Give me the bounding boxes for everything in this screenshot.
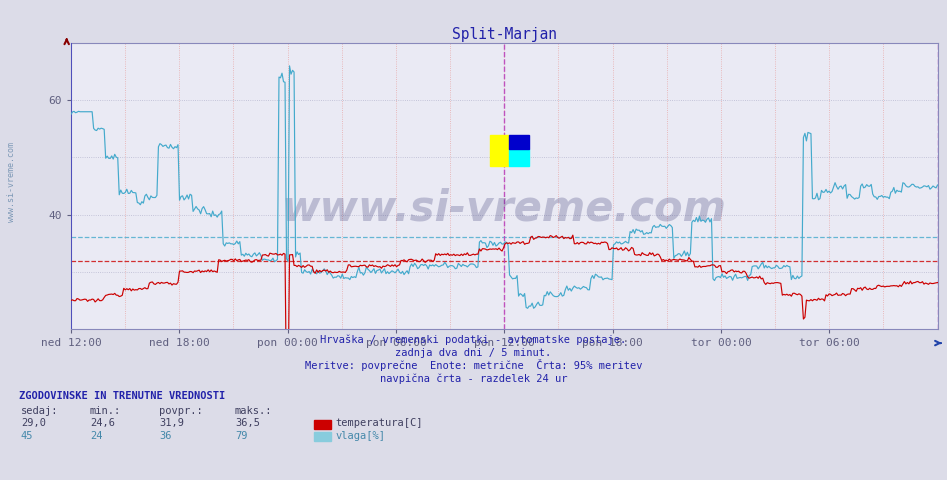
Text: 24: 24 (90, 431, 102, 441)
Bar (490, 134, 509, 166)
Text: Hrvaška / vremenski podatki - avtomatske postaje.: Hrvaška / vremenski podatki - avtomatske… (320, 335, 627, 345)
Text: navpična črta - razdelek 24 ur: navpična črta - razdelek 24 ur (380, 373, 567, 384)
Text: temperatura[C]: temperatura[C] (335, 418, 422, 428)
Text: vlaga[%]: vlaga[%] (335, 431, 385, 441)
Text: min.:: min.: (90, 406, 121, 416)
Text: sedaj:: sedaj: (21, 406, 59, 416)
Text: maks.:: maks.: (235, 406, 273, 416)
Title: Split-Marjan: Split-Marjan (452, 27, 557, 42)
Text: www.si-vreme.com: www.si-vreme.com (282, 188, 726, 230)
Text: zadnja dva dni / 5 minut.: zadnja dva dni / 5 minut. (396, 348, 551, 358)
Text: 79: 79 (235, 431, 247, 441)
Text: 29,0: 29,0 (21, 418, 45, 428)
Text: povpr.:: povpr.: (159, 406, 203, 416)
Text: 36,5: 36,5 (235, 418, 259, 428)
Text: www.si-vreme.com: www.si-vreme.com (7, 143, 16, 222)
Text: 45: 45 (21, 431, 33, 441)
Text: 24,6: 24,6 (90, 418, 115, 428)
Bar (509, 149, 528, 166)
Text: Meritve: povprečne  Enote: metrične  Črta: 95% meritev: Meritve: povprečne Enote: metrične Črta:… (305, 359, 642, 371)
Bar (509, 134, 528, 149)
Text: 31,9: 31,9 (159, 418, 184, 428)
Text: ZGODOVINSKE IN TRENUTNE VREDNOSTI: ZGODOVINSKE IN TRENUTNE VREDNOSTI (19, 391, 225, 401)
Text: 36: 36 (159, 431, 171, 441)
